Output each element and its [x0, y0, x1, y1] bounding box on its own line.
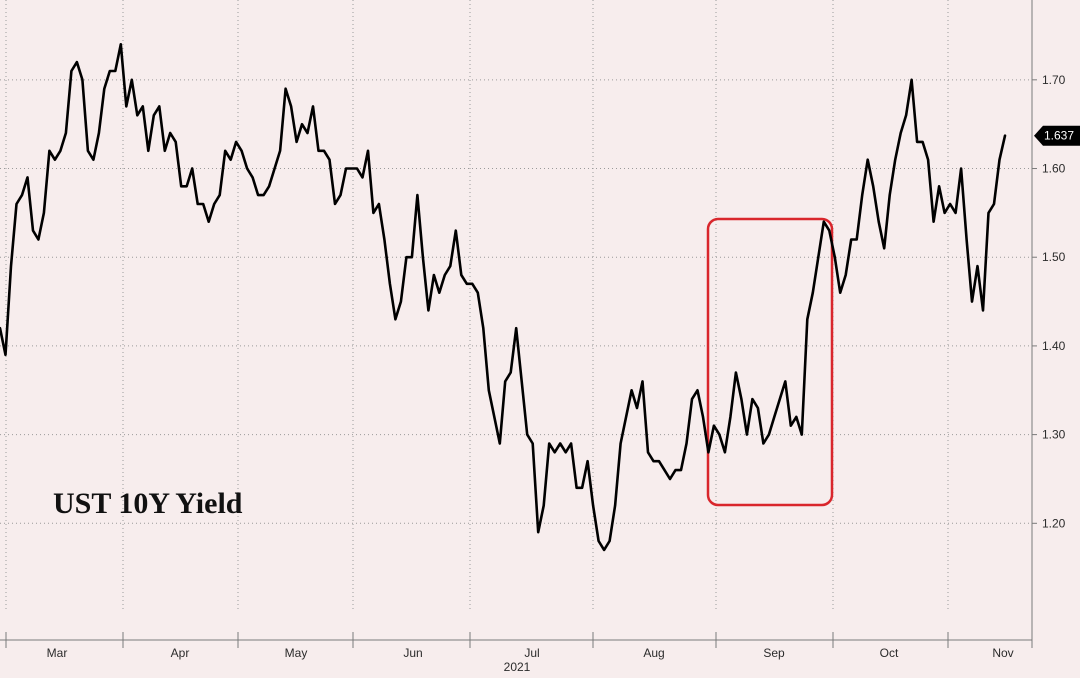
- last-value-badge: [1034, 125, 1080, 146]
- y-tick-label: 1.60: [1042, 162, 1066, 176]
- x-tick-label: Nov: [992, 646, 1013, 660]
- last-value-marker: 1.637: [1034, 125, 1080, 146]
- y-tick-label: 1.50: [1042, 250, 1066, 264]
- last-value-label: 1.637: [1044, 129, 1074, 143]
- y-tick-label: 1.30: [1042, 428, 1066, 442]
- chart-title: UST 10Y Yield: [53, 487, 243, 520]
- x-tick-label: May: [285, 646, 308, 660]
- x-axis-ticks: Mar Apr May Jun Jul Aug Sep Oct Nov: [5, 632, 1033, 660]
- y-tick-label: 1.20: [1042, 516, 1066, 530]
- series-line: [0, 42, 1007, 552]
- grid: [0, 0, 1032, 612]
- y-tick-label: 1.40: [1042, 339, 1066, 353]
- axes: [0, 0, 1033, 641]
- x-tick-label: Apr: [171, 646, 190, 660]
- year-label: 2021: [504, 660, 531, 674]
- x-tick-label: Oct: [880, 646, 899, 660]
- y-axis-ticks: 1.20 1.30 1.40 1.50 1.60 1.70: [1032, 73, 1066, 530]
- highlight-box: [706, 217, 834, 507]
- x-tick-label: Jul: [524, 646, 539, 660]
- x-tick-label: Sep: [763, 646, 785, 660]
- x-tick-label: Jun: [403, 646, 422, 660]
- y-tick-label: 1.70: [1042, 73, 1066, 87]
- x-tick-label: Mar: [47, 646, 68, 660]
- x-tick-label: Aug: [643, 646, 664, 660]
